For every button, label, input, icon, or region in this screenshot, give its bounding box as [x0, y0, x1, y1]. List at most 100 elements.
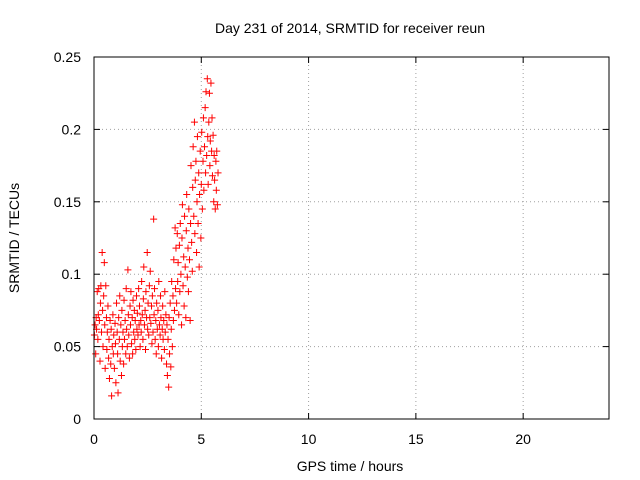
data-point — [123, 343, 131, 351]
data-point — [102, 282, 110, 290]
data-point — [194, 220, 202, 228]
data-point — [127, 288, 135, 296]
data-point — [139, 295, 147, 303]
data-point — [118, 306, 126, 314]
data-point — [155, 321, 163, 329]
data-point — [105, 335, 113, 343]
data-point — [169, 292, 177, 300]
data-point — [100, 292, 108, 300]
data-point — [120, 360, 128, 368]
data-point — [180, 302, 188, 310]
data-point — [123, 325, 131, 333]
y-tick-label: 0.1 — [62, 266, 82, 282]
data-point — [167, 363, 175, 371]
data-point — [125, 331, 133, 339]
data-point — [94, 335, 102, 343]
data-point — [144, 299, 152, 307]
data-point — [128, 340, 136, 348]
data-point — [210, 198, 218, 206]
data-point — [132, 345, 140, 353]
data-point — [138, 277, 146, 285]
x-tick-label: 5 — [197, 431, 205, 447]
data-point — [165, 383, 173, 391]
data-point — [198, 128, 206, 136]
data-point — [152, 317, 160, 325]
data-point — [190, 118, 198, 126]
data-point — [203, 75, 211, 83]
data-point — [150, 311, 158, 319]
data-point — [196, 191, 204, 199]
data-point — [172, 244, 180, 252]
data-point — [142, 288, 150, 296]
data-point — [120, 296, 128, 304]
data-point — [142, 345, 149, 353]
data-point — [175, 241, 183, 249]
data-point — [122, 285, 130, 293]
data-point — [150, 215, 158, 223]
data-point — [105, 354, 113, 362]
data-point — [189, 183, 197, 191]
data-point — [169, 317, 177, 325]
data-point — [148, 302, 156, 310]
axis-ticks: 0 0.05 0.1 0.15 0.2 0.25 0 5 10 15 20 — [54, 49, 609, 447]
data-point — [117, 372, 125, 380]
data-point — [205, 118, 213, 126]
data-point — [182, 227, 190, 235]
data-point — [109, 311, 117, 319]
data-point — [158, 354, 166, 362]
data-point — [181, 263, 189, 271]
data-point — [96, 357, 104, 365]
data-point — [185, 256, 193, 264]
data-point — [209, 131, 217, 139]
y-tick-label: 0.2 — [62, 121, 82, 137]
data-point — [155, 277, 163, 285]
x-tick-label: 0 — [90, 431, 98, 447]
data-point — [135, 302, 143, 310]
x-tick-label: 15 — [408, 431, 424, 447]
data-point — [145, 282, 153, 290]
data-point — [195, 169, 203, 177]
data-point — [93, 288, 101, 296]
data-point — [96, 299, 104, 307]
data-point — [162, 311, 170, 319]
data-point — [196, 147, 204, 155]
data-point — [128, 314, 136, 322]
data-point — [188, 238, 196, 246]
data-point — [212, 157, 220, 165]
data-point — [211, 205, 219, 213]
data-point — [111, 319, 119, 327]
data-point — [159, 302, 167, 310]
data-point — [186, 317, 194, 325]
data-point — [160, 317, 168, 325]
data-point — [200, 186, 208, 194]
data-point — [179, 282, 187, 290]
data-point — [137, 317, 145, 325]
data-point — [180, 253, 188, 261]
data-point — [191, 230, 199, 238]
data-point — [168, 277, 176, 285]
data-point — [174, 277, 182, 285]
data-point — [184, 288, 192, 296]
y-tick-label: 0 — [73, 411, 81, 427]
data-point — [202, 169, 210, 177]
data-point — [139, 335, 147, 343]
data-point — [163, 372, 171, 380]
data-point — [124, 266, 132, 274]
data-point — [178, 234, 186, 242]
data-point — [138, 311, 146, 319]
data-point — [161, 288, 169, 296]
y-tick-label: 0.25 — [54, 49, 81, 65]
data-point — [170, 306, 178, 314]
data-point — [116, 357, 124, 365]
data-point — [147, 319, 155, 327]
data-point — [113, 299, 121, 307]
data-point — [161, 328, 169, 336]
data-point — [148, 292, 156, 300]
data-point — [111, 340, 119, 348]
data-point — [132, 292, 140, 300]
data-point — [183, 191, 191, 199]
data-point — [122, 350, 130, 358]
data-point — [163, 360, 171, 368]
data-point — [103, 328, 111, 336]
data-point — [121, 317, 129, 325]
